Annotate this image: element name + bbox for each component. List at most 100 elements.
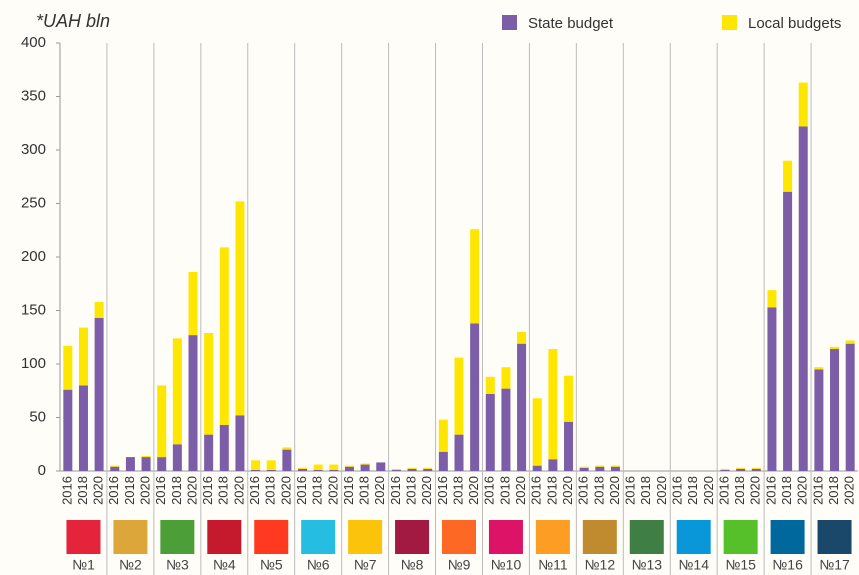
bar-segment [845,340,855,344]
x-tick-label: 2020 [137,476,152,505]
x-tick-label: 2016 [153,476,168,505]
y-tick-label: 100 [21,355,46,372]
x-tick-label: 2016 [200,476,215,505]
goal-icon [442,520,476,554]
bar-segment [423,467,433,469]
group-label: №11 [538,557,568,573]
bar-segment [329,469,339,471]
bar-segment [219,247,229,425]
group-label: №10 [491,557,522,573]
x-tick-label: 2020 [795,476,810,505]
bar-segment [376,462,386,471]
x-tick-label: 2020 [654,476,669,505]
y-tick-label: 150 [21,301,46,318]
y-tick-label: 50 [29,408,46,425]
bar-segment [407,468,417,471]
bar-segment [344,465,354,467]
group-label: №14 [678,557,709,573]
x-tick-label: 2016 [435,476,450,505]
x-tick-label: 2020 [325,476,340,505]
bar-segment [579,466,589,468]
bar-segment [438,419,448,452]
bar-segment [63,345,73,390]
group-label: №17 [819,557,850,573]
x-tick-label: 2016 [482,476,497,505]
group-label: №7 [354,557,377,573]
bar-segment [798,82,808,127]
goal-icon [676,520,711,554]
x-tick-label: 2018 [263,476,278,505]
x-tick-label: 2020 [607,476,622,505]
goal-icon [723,520,758,554]
x-tick-label: 2016 [716,476,731,505]
x-tick-label: 2016 [763,476,778,505]
goal-icon [395,520,430,554]
bar-segment [141,457,151,471]
bar-segment [845,343,855,471]
bar-segment [266,469,276,471]
bar-segment [501,367,511,389]
bar-segment [610,466,620,471]
bar-segment [172,444,182,471]
x-tick-label: 2020 [748,476,763,505]
bar-segment [391,469,401,471]
group-label: №9 [448,557,471,573]
x-tick-label: 2018 [310,476,325,505]
goal-icon [301,520,336,554]
bar-segment [360,464,370,471]
x-tick-label: 2020 [701,476,716,505]
legend-swatch [502,15,517,30]
bar-segment [830,349,840,471]
group-label: №8 [401,557,424,573]
bar-segment [298,468,308,471]
bar-segment [751,468,761,471]
x-tick-label: 2018 [357,476,372,505]
group-label: №12 [585,557,616,573]
bar-segment [235,201,245,416]
x-tick-label: 2018 [169,476,184,505]
x-tick-label: 2018 [216,476,231,505]
x-tick-label: 2016 [810,476,825,505]
bar-segment [235,415,245,471]
bar-segment [548,349,558,460]
bar-segment [532,398,542,466]
legend-label: Local budgets [748,15,841,32]
x-tick-label: 2016 [623,476,638,505]
bar-segment [188,335,198,471]
bar-segment [454,357,464,435]
x-tick-label: 2020 [560,476,575,505]
bar-segment [94,317,104,471]
bar-segment [470,229,480,324]
goal-icon [488,520,523,554]
x-tick-label: 2018 [685,476,700,505]
bar-segment [438,451,448,471]
bar-segment [157,457,167,471]
bar-segment [204,434,214,471]
x-tick-label: 2018 [497,476,512,505]
y-tick-label: 250 [21,194,46,211]
bar-segment [564,375,574,422]
chart-title: *UAH bln [36,11,110,31]
x-tick-label: 2018 [75,476,90,505]
bar-segment [298,467,308,469]
bar-segment [798,126,808,472]
group-label: №4 [213,557,236,573]
x-tick-label: 2018 [591,476,606,505]
bar-segment [344,466,354,471]
bar-segment [282,449,292,471]
bar-segment [125,457,135,471]
bar-segment [454,434,464,471]
bar-segment [251,469,261,471]
bar-segment [720,468,730,470]
bar-segment [485,393,495,471]
bar-segment [783,191,793,472]
legend-label: State budget [528,15,614,32]
bar-segment [94,301,104,318]
bar-segment [767,307,777,471]
bar-segment [736,467,746,469]
x-tick-label: 2016 [59,476,74,505]
bar-segment [532,465,542,471]
x-tick-label: 2018 [403,476,418,505]
bar-segment [814,367,824,370]
